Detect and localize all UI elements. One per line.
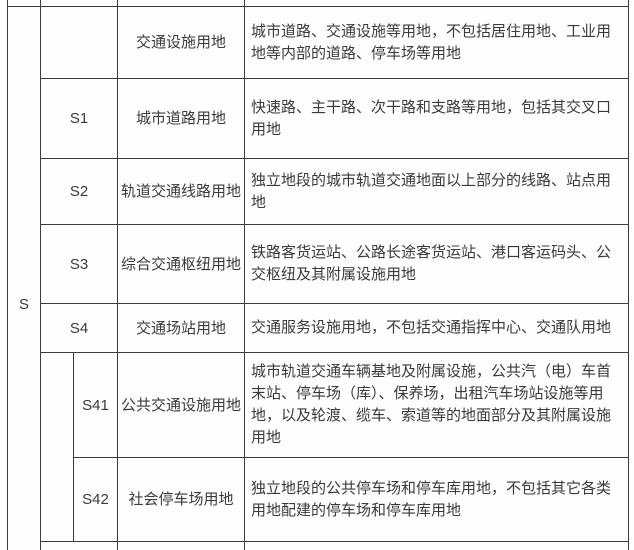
cell-code-s9: S9 (40, 541, 118, 550)
cell-desc-s4: 交通服务设施用地，不包括交通指挥中心、交通队用地 (244, 303, 629, 353)
row-s1: S1 城市道路用地 快速路、主干路、次干路和支路等用地，包括其交叉口用地 (8, 78, 629, 159)
row-s2: S2 轨道交通线路用地 独立地段的城市轨道交通地面以上部分的线路、站点用地 (8, 158, 629, 225)
cell-desc-s2: 独立地段的城市轨道交通地面以上部分的线路、站点用地 (244, 158, 629, 225)
cell-code-s3: S3 (40, 224, 118, 304)
cell-name-s42: 社会停车场用地 (117, 457, 245, 542)
row-s3: S3 综合交通枢纽用地 铁路客货运站、公路长途客货运站、港口客运码头、公交枢纽及… (8, 224, 629, 304)
cell-name-s41: 公共交通设施用地 (117, 352, 245, 458)
cell-desc-s: 城市道路、交通设施等用地，不包括居住用地、工业用地等内部的道路、停车场等用地 (244, 6, 629, 79)
row-s9: S9 其他交通设施用地 除以上之外的交通设施用地，包括教练场等用地 (8, 541, 629, 550)
cell-name-s1: 城市道路用地 (117, 78, 245, 159)
cell-code-s1: S1 (40, 78, 118, 159)
cell-name-s: 交通设施用地 (117, 6, 245, 79)
cell-s4-group-spacer (40, 352, 74, 542)
cell-code-s4: S4 (40, 303, 118, 353)
cell-code-s42: S42 (73, 457, 118, 542)
cell-name-s3: 综合交通枢纽用地 (117, 224, 245, 304)
row-s41: S41 公共交通设施用地 城市轨道交通车辆基地及附属设施，公共汽（电）车首末站、… (8, 352, 629, 542)
cell-desc-s9: 除以上之外的交通设施用地，包括教练场等用地 (244, 541, 629, 550)
row-s4: S4 交通场站用地 交通服务设施用地，不包括交通指挥中心、交通队用地 (8, 303, 629, 353)
cell-name-s4: 交通场站用地 (117, 303, 245, 353)
land-use-classification-table: S 交通设施用地 城市道路、交通设施等用地，不包括居住用地、工业用地等内部的道路… (7, 0, 629, 550)
cell-code-s: S (7, 6, 41, 550)
cell-desc-s1: 快速路、主干路、次干路和支路等用地，包括其交叉口用地 (244, 78, 629, 159)
cell-name-s2: 轨道交通线路用地 (117, 158, 245, 225)
cell-code-s41: S41 (73, 352, 118, 458)
cell-code-s2: S2 (40, 158, 118, 225)
cell-code-s-sub-empty (40, 6, 118, 79)
cell-desc-s41: 城市轨道交通车辆基地及附属设施，公共汽（电）车首末站、停车场（库）、保养场，出租… (244, 352, 629, 458)
row-s42: S42 社会停车场用地 独立地段的公共停车场和停车库用地，不包括其它各类用地配建… (8, 457, 629, 542)
cell-desc-s42: 独立地段的公共停车场和停车库用地，不包括其它各类用地配建的停车场和停车库用地 (244, 457, 629, 542)
cell-name-s9: 其他交通设施用地 (117, 541, 245, 550)
cell-desc-s3: 铁路客货运站、公路长途客货运站、港口客运码头、公交枢纽及其附属设施用地 (244, 224, 629, 304)
row-category-s: S 交通设施用地 城市道路、交通设施等用地，不包括居住用地、工业用地等内部的道路… (7, 6, 629, 550)
